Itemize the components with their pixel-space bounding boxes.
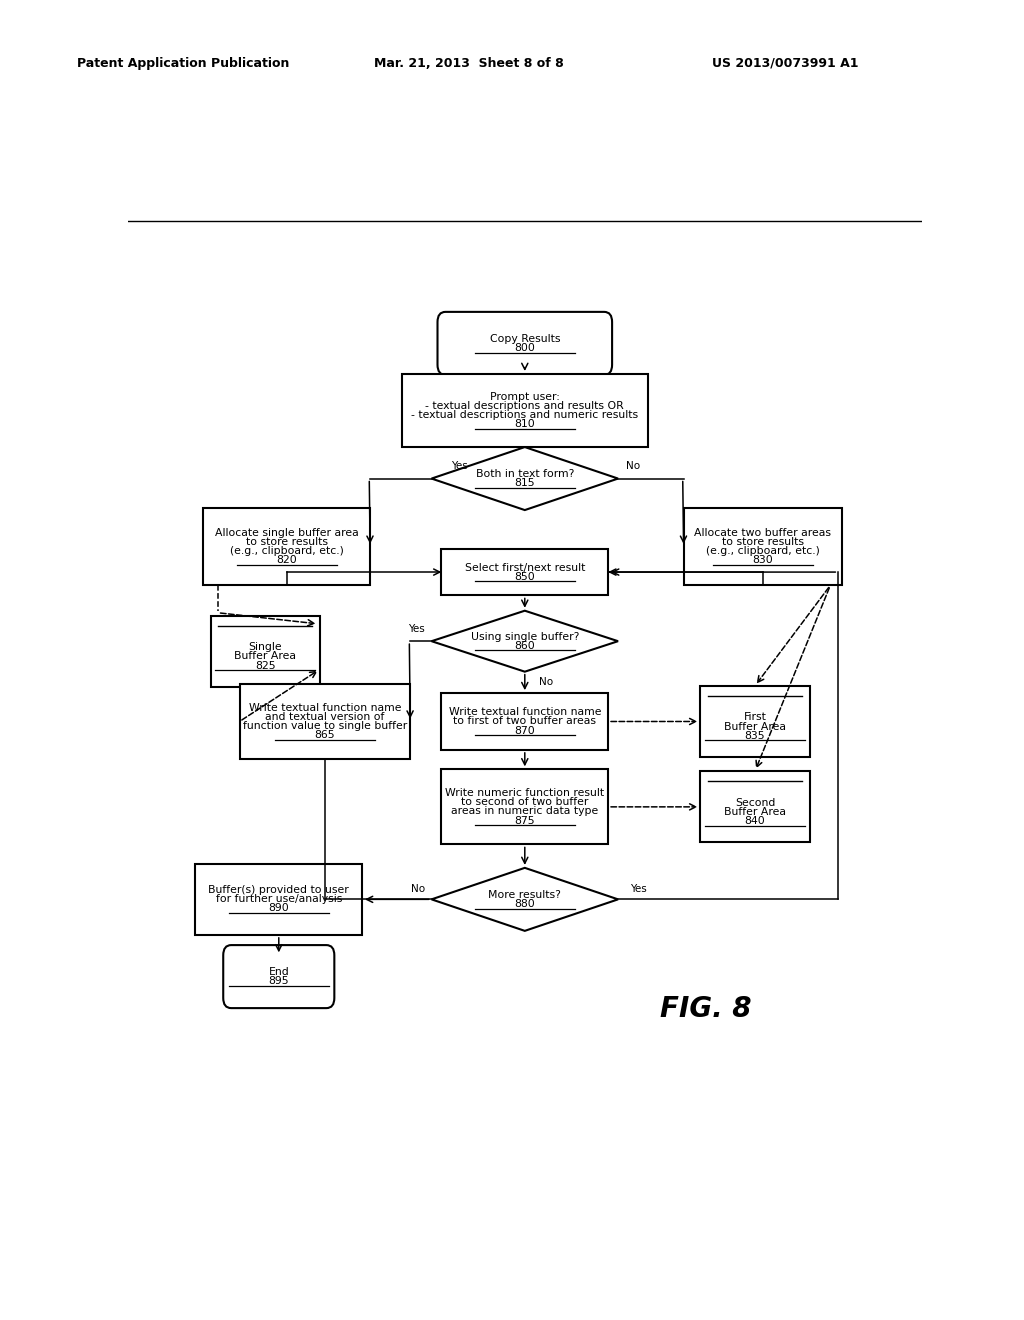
- Text: to second of two buffer: to second of two buffer: [461, 797, 589, 808]
- Text: Prompt user:: Prompt user:: [489, 392, 560, 401]
- Text: 880: 880: [514, 899, 536, 909]
- Text: FIG. 8: FIG. 8: [659, 995, 752, 1023]
- Text: No: No: [626, 462, 640, 471]
- Text: Allocate two buffer areas: Allocate two buffer areas: [694, 528, 831, 539]
- Text: Buffer Area: Buffer Area: [724, 807, 786, 817]
- Text: Mar. 21, 2013  Sheet 8 of 8: Mar. 21, 2013 Sheet 8 of 8: [374, 57, 563, 70]
- Bar: [441, 549, 608, 595]
- Text: Write numeric function result: Write numeric function result: [445, 788, 604, 799]
- Text: Copy Results: Copy Results: [489, 334, 560, 343]
- Text: 850: 850: [514, 572, 536, 582]
- Text: End: End: [268, 968, 289, 977]
- Bar: [441, 770, 608, 845]
- Text: 860: 860: [514, 640, 536, 651]
- Text: function value to single buffer: function value to single buffer: [243, 721, 407, 731]
- Bar: [700, 686, 810, 758]
- Text: No: No: [411, 884, 425, 894]
- Bar: [240, 684, 411, 759]
- Text: (e.g., clipboard, etc.): (e.g., clipboard, etc.): [706, 546, 820, 556]
- Text: to store results: to store results: [246, 537, 328, 546]
- Bar: [211, 615, 321, 686]
- Text: Both in text form?: Both in text form?: [475, 469, 574, 479]
- Text: to store results: to store results: [722, 537, 804, 546]
- Text: 800: 800: [514, 343, 536, 352]
- Text: 890: 890: [268, 903, 289, 913]
- Text: No: No: [539, 677, 553, 686]
- Bar: [441, 693, 608, 750]
- Text: 840: 840: [744, 816, 765, 826]
- Bar: [196, 863, 362, 935]
- Text: Yes: Yes: [630, 884, 647, 894]
- Text: Select first/next result: Select first/next result: [465, 562, 585, 573]
- FancyBboxPatch shape: [223, 945, 334, 1008]
- Text: Buffer Area: Buffer Area: [234, 652, 296, 661]
- Text: for further use/analysis: for further use/analysis: [216, 895, 342, 904]
- Bar: [204, 508, 370, 585]
- Text: 895: 895: [268, 977, 289, 986]
- Text: More results?: More results?: [488, 890, 561, 900]
- Text: 825: 825: [255, 660, 275, 671]
- Polygon shape: [431, 447, 618, 510]
- Text: 875: 875: [514, 816, 536, 825]
- Text: Second: Second: [735, 797, 775, 808]
- Text: - textual descriptions and results OR: - textual descriptions and results OR: [425, 401, 625, 411]
- Text: Write textual function name: Write textual function name: [249, 702, 401, 713]
- Bar: [684, 508, 843, 585]
- Text: - textual descriptions and numeric results: - textual descriptions and numeric resul…: [412, 411, 638, 420]
- Polygon shape: [431, 611, 618, 672]
- Text: 810: 810: [514, 420, 536, 429]
- Text: Yes: Yes: [452, 462, 468, 471]
- Text: Buffer Area: Buffer Area: [724, 722, 786, 731]
- Bar: [700, 771, 810, 842]
- Text: 815: 815: [514, 478, 536, 488]
- FancyBboxPatch shape: [437, 312, 612, 375]
- Text: Write textual function name: Write textual function name: [449, 708, 601, 717]
- Text: 835: 835: [744, 731, 765, 741]
- Text: Single: Single: [249, 643, 282, 652]
- Text: Allocate single buffer area: Allocate single buffer area: [215, 528, 358, 539]
- Text: (e.g., clipboard, etc.): (e.g., clipboard, etc.): [229, 546, 344, 556]
- Polygon shape: [431, 867, 618, 931]
- Text: 870: 870: [514, 726, 536, 735]
- Text: 820: 820: [276, 556, 297, 565]
- Text: to first of two buffer areas: to first of two buffer areas: [454, 717, 596, 726]
- Text: 830: 830: [753, 556, 773, 565]
- Text: Patent Application Publication: Patent Application Publication: [77, 57, 289, 70]
- Text: areas in numeric data type: areas in numeric data type: [452, 807, 598, 816]
- Text: 865: 865: [314, 730, 335, 741]
- Text: and textual version of: and textual version of: [265, 711, 384, 722]
- Text: US 2013/0073991 A1: US 2013/0073991 A1: [712, 57, 858, 70]
- Text: Buffer(s) provided to user: Buffer(s) provided to user: [209, 886, 349, 895]
- Text: Yes: Yes: [409, 624, 425, 634]
- Text: First: First: [743, 713, 766, 722]
- Text: Using single buffer?: Using single buffer?: [471, 632, 579, 642]
- Bar: [401, 374, 648, 447]
